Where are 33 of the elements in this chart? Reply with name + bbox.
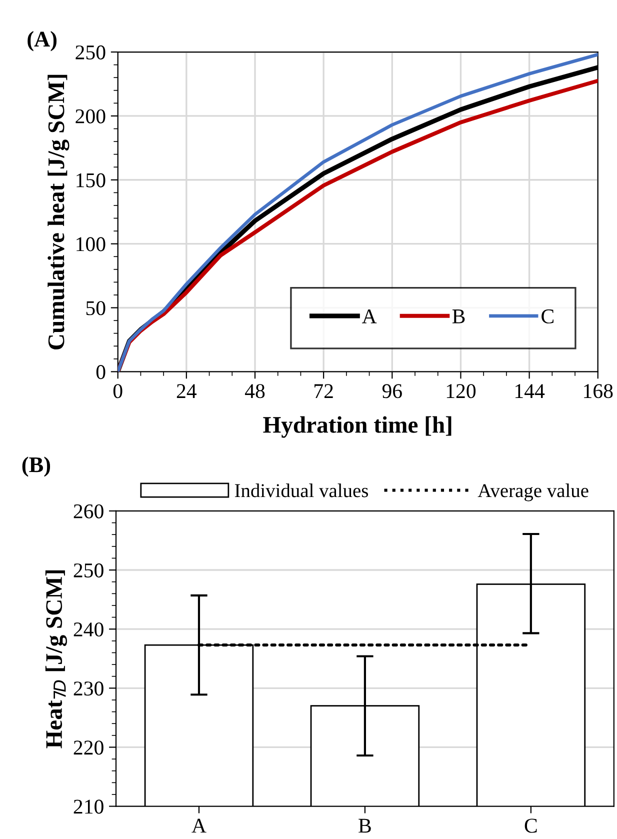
x-tick-label: 0 <box>113 384 122 398</box>
x-tick-label: 96 <box>382 384 402 398</box>
y-tick-label: 260 <box>74 504 104 518</box>
x-tick-label: 72 <box>314 384 333 398</box>
x-tick-label: C <box>524 818 537 833</box>
legend-label: Average value <box>478 484 588 502</box>
y-tick-label: 220 <box>74 740 104 755</box>
y-tick-label: 250 <box>76 45 106 60</box>
legend-label: C <box>542 309 554 324</box>
x-tick-label: 24 <box>176 384 197 398</box>
x-tick-label: 168 <box>584 384 613 398</box>
x-axis-title: Hydration time [h] <box>263 416 452 438</box>
y-tick-label: 150 <box>76 173 106 188</box>
y-tick-label: 240 <box>74 622 104 637</box>
legend-label: B <box>452 310 465 324</box>
y-axis-title: Heat$_{7D}$ [J/g SCM] <box>45 570 68 748</box>
y-tick-label: 50 <box>86 301 106 316</box>
y-tick-label: 0 <box>96 365 106 380</box>
x-tick-label: 120 <box>446 384 476 398</box>
chart-title: (A) <box>28 31 57 52</box>
chart-title: (B) <box>22 456 50 477</box>
y-tick-label: 200 <box>76 109 106 124</box>
y-tick-label: 100 <box>76 237 106 252</box>
x-tick-label: 144 <box>516 384 545 398</box>
x-tick-label: B <box>358 818 371 833</box>
legend-label: Individual values <box>234 484 368 498</box>
legend-label: A <box>362 309 377 324</box>
x-tick-label: 48 <box>244 384 265 398</box>
y-tick-label: 250 <box>74 563 104 578</box>
y-tick-label: 230 <box>74 682 104 696</box>
x-tick-label: A <box>192 818 206 833</box>
y-tick-label: 210 <box>74 800 104 814</box>
y-axis-title: Cumulative heat [J/g SCM] <box>48 74 70 350</box>
